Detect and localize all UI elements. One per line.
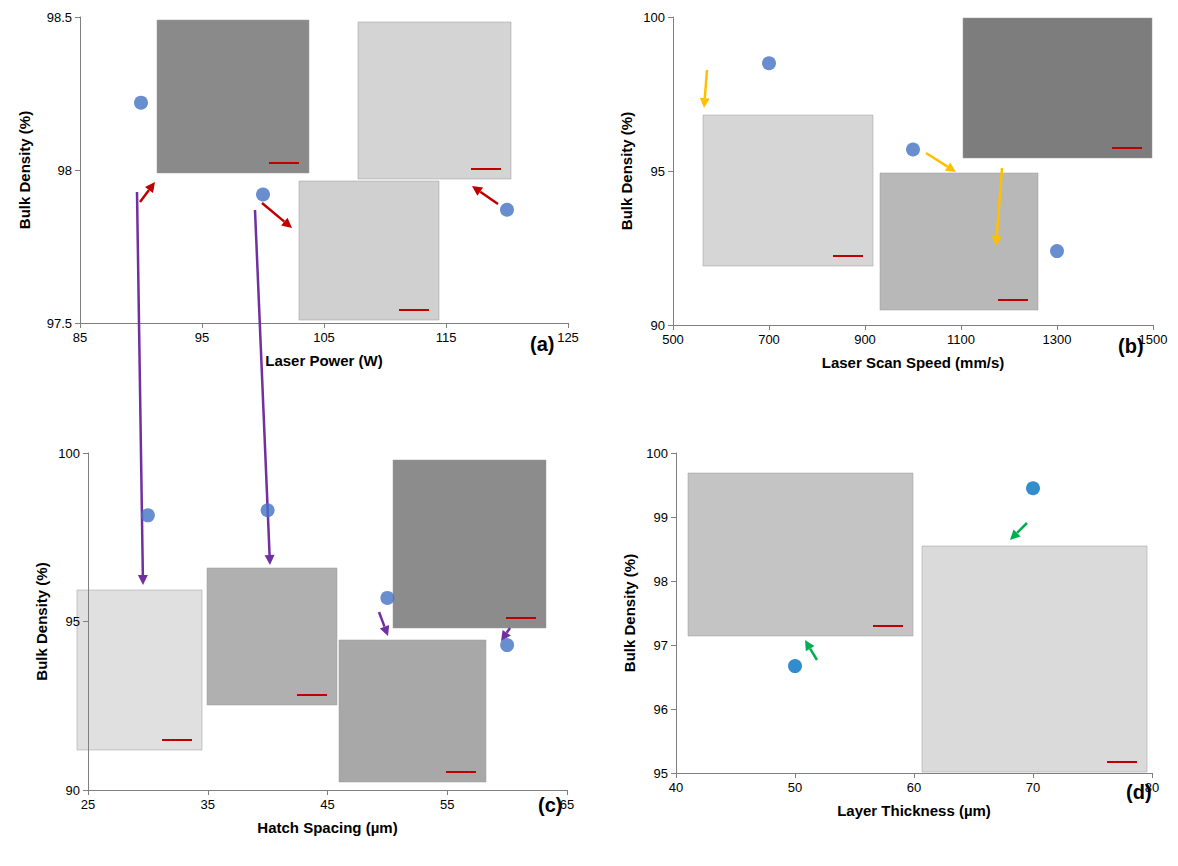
svg-text:500: 500 — [662, 332, 684, 347]
svg-text:90: 90 — [651, 318, 665, 333]
svg-text:115: 115 — [436, 330, 457, 345]
svg-text:1100: 1100 — [947, 332, 975, 347]
svg-text:Bulk Density (%): Bulk Density (%) — [618, 112, 635, 230]
svg-text:98: 98 — [654, 574, 668, 589]
svg-text:Bulk Density (%): Bulk Density (%) — [33, 562, 50, 680]
svg-text:(d): (d) — [1126, 781, 1152, 803]
svg-text:80: 80 — [1144, 780, 1160, 795]
svg-text:95: 95 — [195, 330, 209, 345]
svg-text:1300: 1300 — [1043, 332, 1072, 347]
svg-text:900: 900 — [854, 332, 876, 347]
svg-text:Layer Thickness (µm): Layer Thickness (µm) — [837, 802, 991, 819]
svg-text:Laser Power (W): Laser Power (W) — [265, 352, 383, 369]
svg-text:70: 70 — [1026, 780, 1040, 795]
svg-text:40: 40 — [669, 780, 683, 795]
svg-text:97: 97 — [654, 638, 668, 653]
svg-text:125: 125 — [557, 330, 579, 345]
svg-text:Hatch Spacing (µm): Hatch Spacing (µm) — [257, 819, 397, 836]
svg-text:65: 65 — [559, 797, 575, 812]
svg-text:98: 98 — [58, 163, 72, 178]
svg-text:97.5: 97.5 — [47, 316, 72, 331]
svg-text:(a): (a) — [530, 333, 554, 355]
svg-text:55: 55 — [440, 797, 454, 812]
svg-text:700: 700 — [758, 332, 780, 347]
svg-text:50: 50 — [788, 780, 802, 795]
svg-text:(c): (c) — [538, 794, 562, 816]
svg-text:100: 100 — [643, 10, 665, 25]
svg-text:(b): (b) — [1118, 335, 1144, 357]
svg-text:25: 25 — [81, 797, 95, 812]
svg-text:Laser Scan Speed (mm/s): Laser Scan Speed (mm/s) — [822, 354, 1005, 371]
svg-text:60: 60 — [907, 780, 921, 795]
svg-text:35: 35 — [201, 797, 215, 812]
svg-text:96: 96 — [654, 702, 668, 717]
svg-text:95: 95 — [654, 766, 668, 781]
svg-text:100: 100 — [58, 446, 80, 461]
svg-text:1500: 1500 — [1138, 332, 1168, 347]
svg-text:85: 85 — [73, 330, 87, 345]
svg-text:98.5: 98.5 — [47, 10, 72, 25]
svg-text:45: 45 — [320, 797, 334, 812]
svg-text:95: 95 — [651, 164, 665, 179]
svg-text:Bulk Density (%): Bulk Density (%) — [621, 554, 638, 672]
svg-text:105: 105 — [313, 330, 335, 345]
svg-text:Bulk Density (%): Bulk Density (%) — [16, 111, 33, 229]
svg-text:99: 99 — [654, 510, 668, 525]
svg-text:90: 90 — [66, 783, 80, 798]
svg-text:95: 95 — [66, 614, 80, 629]
svg-text:100: 100 — [646, 446, 668, 461]
